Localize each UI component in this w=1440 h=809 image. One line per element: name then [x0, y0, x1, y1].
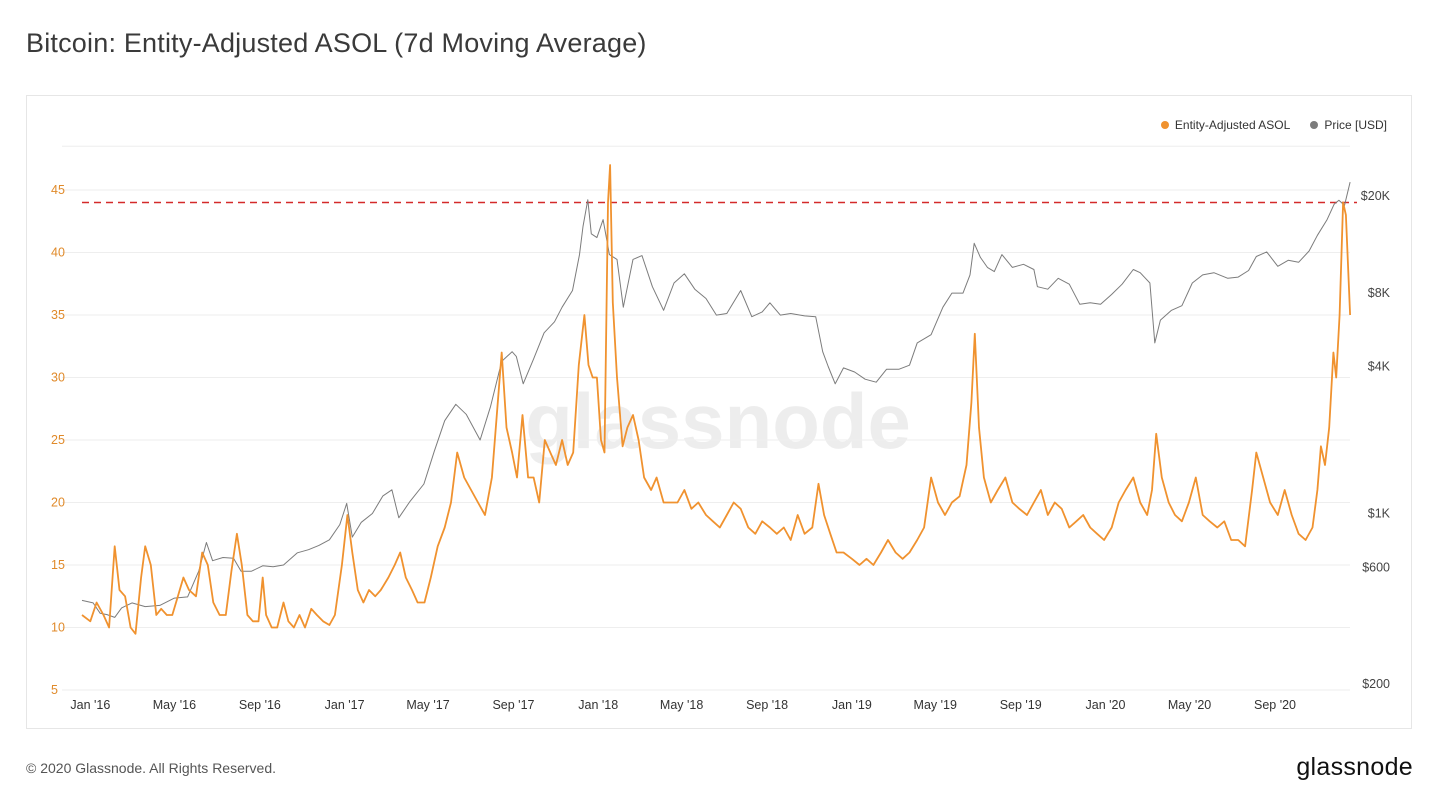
footer-copyright: © 2020 Glassnode. All Rights Reserved.	[26, 760, 277, 776]
footer-logo: glassnode	[1296, 753, 1413, 781]
x-tick-label: May '20	[1168, 698, 1211, 712]
x-tick-label: May '16	[153, 698, 196, 712]
x-tick-label: Jan '20	[1086, 698, 1126, 712]
series-line-asol	[81, 164, 1351, 635]
y-right-tick-label: $1K	[1368, 506, 1391, 520]
y-right-tick-label: $20K	[1361, 189, 1391, 203]
y-left-tick-label: 15	[51, 558, 65, 572]
series-line-price	[81, 181, 1351, 618]
x-tick-label: Sep '18	[746, 698, 788, 712]
x-tick-label: May '17	[406, 698, 449, 712]
x-tick-label: May '18	[660, 698, 703, 712]
legend-item-asol[interactable]: Entity-Adjusted ASOL	[1160, 118, 1291, 132]
y-left-tick-label: 5	[51, 683, 58, 697]
y-right-tick-label: $600	[1362, 561, 1390, 575]
x-tick-label: Sep '20	[1254, 698, 1296, 712]
y-left-tick-label: 35	[51, 308, 65, 322]
x-tick-label: Jan '19	[832, 698, 872, 712]
x-tick-label: Sep '17	[492, 698, 534, 712]
chart-frame	[26, 95, 1412, 729]
page-title: Bitcoin: Entity-Adjusted ASOL (7d Moving…	[26, 28, 647, 58]
y-right-tick-label: $4K	[1368, 360, 1391, 374]
y-left-tick-label: 10	[51, 621, 65, 635]
x-tick-label: Jan '18	[578, 698, 618, 712]
x-tick-label: Jan '17	[325, 698, 365, 712]
x-tick-label: May '19	[914, 698, 957, 712]
y-right-tick-label: $200	[1362, 677, 1390, 691]
x-tick-label: Jan '16	[70, 698, 110, 712]
y-left-tick-label: 20	[51, 496, 65, 510]
y-left-tick-label: 45	[51, 183, 65, 197]
x-tick-label: Sep '19	[1000, 698, 1042, 712]
y-left-tick-label: 40	[51, 246, 65, 260]
chart-legend: Entity-Adjusted ASOL Price [USD]	[1160, 118, 1387, 132]
legend-swatch-asol	[1160, 121, 1169, 129]
legend-swatch-price	[1310, 121, 1319, 129]
y-left-tick-label: 30	[51, 371, 65, 385]
legend-label-asol: Entity-Adjusted ASOL	[1174, 118, 1291, 132]
y-right-tick-label: $8K	[1368, 286, 1391, 300]
y-left-tick-label: 25	[51, 433, 65, 447]
legend-label-price: Price [USD]	[1324, 118, 1387, 132]
legend-item-price[interactable]: Price [USD]	[1310, 118, 1387, 132]
watermark: glassnode	[525, 377, 911, 465]
x-tick-label: Sep '16	[239, 698, 281, 712]
